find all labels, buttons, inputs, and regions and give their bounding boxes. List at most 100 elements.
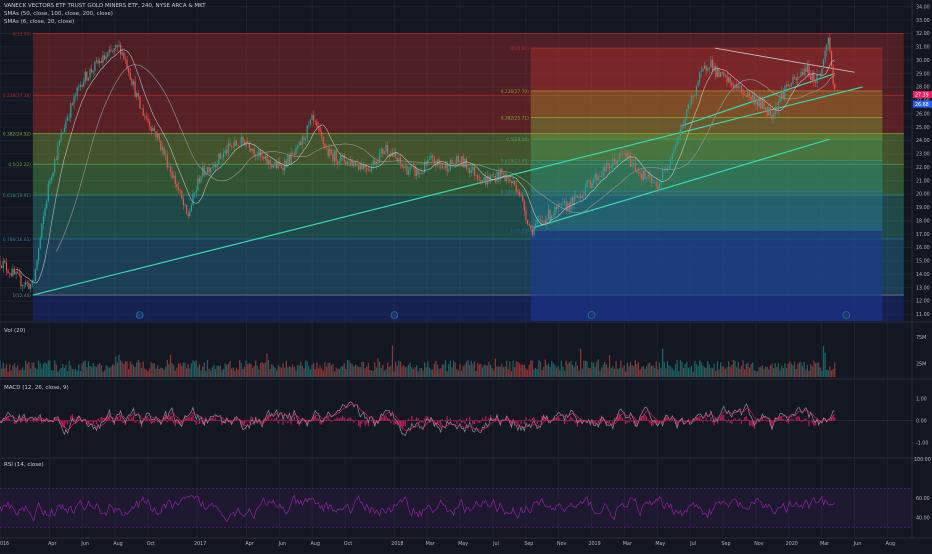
candle-body (336, 151, 337, 161)
candle-body (549, 210, 550, 220)
macd-histogram-bar (173, 421, 174, 424)
macd-histogram-bar (200, 421, 201, 422)
volume-bar (582, 368, 583, 377)
time-tick-label: 2017 (194, 541, 206, 547)
candle-body (19, 273, 20, 275)
volume-bar (535, 368, 536, 377)
volume-bar (524, 365, 525, 377)
volume-bar (384, 371, 385, 377)
candle-body (485, 177, 486, 185)
macd-histogram-bar (632, 421, 633, 422)
price-tick-label: 12.00 (916, 299, 930, 305)
macd-tick-label: 0.00 (916, 419, 927, 425)
macd-histogram-bar (93, 421, 94, 425)
volume-bar (178, 363, 179, 377)
price-tick-label: 28.00 (916, 85, 930, 91)
time-tick-label: 2020 (786, 541, 798, 547)
candle-body (477, 175, 478, 179)
macd-histogram-bar (318, 419, 319, 421)
volume-bar (712, 368, 713, 377)
fib-small-level-label: 0.382(25.71) (501, 116, 529, 122)
candle-body (231, 145, 232, 146)
macd-histogram-bar (456, 421, 457, 424)
macd-histogram-bar (765, 419, 766, 420)
candle-body (133, 81, 134, 84)
volume-bar (632, 365, 633, 377)
candle-body (704, 66, 705, 69)
time-tick-label: Apr (48, 541, 56, 547)
macd-histogram-bar (382, 418, 383, 421)
time-tick-label: Mar (426, 541, 435, 547)
candle-body (625, 153, 626, 157)
volume-bar (826, 370, 827, 377)
macd-histogram-bar (416, 417, 417, 420)
volume-bar (155, 369, 156, 377)
volume-bar (625, 372, 626, 377)
macd-histogram-bar (147, 418, 148, 421)
candle-body (532, 229, 533, 235)
candle-body (804, 68, 805, 75)
candle-body (345, 162, 346, 165)
volume-bar (260, 363, 261, 377)
candle-body (773, 115, 774, 119)
macd-histogram-bar (627, 421, 628, 423)
candle-body (52, 172, 53, 177)
volume-bar (696, 364, 697, 377)
candle-body (67, 118, 68, 121)
volume-bar (828, 370, 829, 377)
candle-body (49, 180, 50, 184)
macd-histogram-bar (734, 418, 735, 421)
candle-body (385, 145, 386, 151)
volume-bar (683, 368, 684, 377)
volume-bar (590, 368, 591, 377)
volume-bar (80, 371, 81, 377)
candle-body (728, 77, 729, 82)
candle-body (429, 159, 430, 160)
candle-body (387, 145, 388, 154)
macd-histogram-bar (659, 421, 660, 422)
macd-histogram-bar (35, 419, 36, 420)
macd-histogram-bar (731, 421, 732, 424)
candle-body (406, 166, 407, 175)
volume-bar (635, 360, 636, 377)
candle-body (397, 158, 398, 161)
candle-body (607, 163, 608, 165)
volume-bar (799, 362, 800, 377)
macd-histogram-bar (712, 421, 713, 423)
price-tick-label: 34.00 (916, 4, 930, 10)
candle-body (197, 178, 198, 190)
volume-bar (601, 367, 602, 377)
candle-body (188, 214, 189, 216)
candle-body (294, 154, 295, 155)
volume-bar (638, 362, 639, 377)
candle-body (564, 201, 565, 202)
volume-bar (15, 368, 16, 377)
candle-body (680, 129, 681, 137)
candle-body (117, 45, 118, 46)
volume-bar (350, 363, 351, 377)
volume-bar (598, 359, 599, 377)
macd-histogram-bar (284, 419, 285, 420)
macd-histogram-bar (648, 420, 649, 421)
macd-histogram-bar (702, 421, 703, 423)
fib-small-level-label: 0.618(22.49) (501, 159, 529, 165)
macd-histogram-bar (390, 421, 391, 424)
candle-body (192, 194, 193, 206)
volume-bar (319, 365, 320, 377)
macd-histogram-bar (739, 419, 740, 421)
candle-body (646, 178, 647, 179)
candle-body (57, 146, 58, 160)
candle-body (688, 105, 689, 109)
volume-bar (541, 370, 542, 377)
sma-short-legend: SMAs (6, close, 20, close) (4, 19, 74, 25)
volume-bar (0, 361, 1, 377)
candle-body (831, 51, 832, 66)
candle-body (456, 156, 457, 164)
macd-histogram-bar (574, 421, 575, 423)
candle-body (648, 175, 649, 178)
event-marker (391, 312, 398, 319)
volume-bar (496, 367, 497, 377)
volume-bar (402, 366, 403, 377)
